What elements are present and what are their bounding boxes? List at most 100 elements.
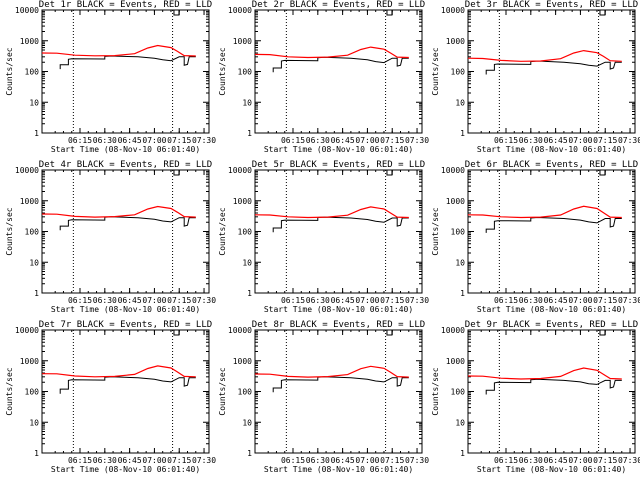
x-tick-label: 07:30 — [192, 296, 216, 305]
x-tick-label: 07:15 — [380, 136, 404, 145]
panel-title: Det 1r BLACK = Events, RED = LLD — [39, 0, 212, 10]
y-tick-label: 1 — [460, 129, 465, 138]
x-tick-label: 06:45 — [118, 296, 142, 305]
x-tick-label: 07:00 — [355, 136, 379, 145]
y-axis-label: Counts/sec — [5, 47, 14, 95]
x-axis-label: Start Time (08-Nov-10 06:01:40) — [477, 465, 626, 474]
x-tick-label: 07:30 — [405, 296, 429, 305]
y-tick-label: 10 — [29, 258, 39, 267]
x-tick-label: 06:15 — [494, 456, 518, 465]
y-tick-label: 1 — [34, 449, 39, 458]
x-tick-label: 07:00 — [568, 136, 592, 145]
x-tick-label: 06:45 — [118, 136, 142, 145]
y-tick-label: 10000 — [15, 166, 39, 175]
y-tick-label: 1 — [247, 129, 252, 138]
x-tick-label: 06:30 — [519, 456, 543, 465]
interval-bracket — [599, 170, 606, 176]
x-tick-label: 07:15 — [167, 136, 191, 145]
x-tick-label: 07:30 — [405, 456, 429, 465]
x-tick-label: 06:15 — [494, 136, 518, 145]
y-tick-label: 1000 — [446, 197, 465, 206]
x-tick-label: 07:30 — [618, 136, 640, 145]
plot-frame — [41, 329, 210, 454]
x-tick-label: 07:15 — [593, 456, 617, 465]
y-axis-label: Counts/sec — [218, 207, 227, 255]
y-tick-label: 1000 — [233, 37, 252, 46]
x-tick-label: 07:00 — [355, 296, 379, 305]
x-tick-label: 07:15 — [167, 296, 191, 305]
x-tick-label: 06:45 — [331, 136, 355, 145]
y-tick-label: 1 — [34, 129, 39, 138]
series-lld-line — [254, 206, 409, 219]
x-axis-label: Start Time (08-Nov-10 06:01:40) — [477, 145, 626, 154]
y-axis-label: Counts/sec — [431, 47, 440, 95]
panel-1: Det 1r BLACK = Events, RED = LLD 1 10 100 10… — [5, 0, 216, 154]
y-tick-label: 10000 — [441, 166, 465, 175]
plot-frame — [41, 169, 210, 294]
y-tick-label: 100 — [238, 388, 253, 397]
x-tick-label: 06:15 — [281, 296, 305, 305]
interval-bracket — [386, 330, 393, 336]
x-tick-label: 07:30 — [618, 296, 640, 305]
x-tick-label: 06:45 — [331, 456, 355, 465]
panel-4: Det 4r BLACK = Events, RED = LLD 1 10 100 10… — [5, 160, 216, 314]
series-events-line — [59, 376, 196, 394]
x-axis-label: Start Time (08-Nov-10 06:01:40) — [51, 305, 200, 314]
panel-title: Det 7r BLACK = Events, RED = LLD — [39, 320, 212, 330]
interval-bracket — [599, 10, 606, 16]
x-tick-label: 06:45 — [544, 296, 568, 305]
plot-frame — [254, 329, 423, 454]
x-tick-label: 06:15 — [68, 136, 92, 145]
series-events-line — [485, 378, 622, 395]
x-tick-label: 07:00 — [568, 456, 592, 465]
panel-title: Det 4r BLACK = Events, RED = LLD — [39, 160, 212, 170]
panel-title: Det 8r BLACK = Events, RED = LLD — [252, 320, 425, 330]
y-axis-label: Counts/sec — [431, 207, 440, 255]
x-tick-label: 06:30 — [306, 136, 330, 145]
panel-5: Det 5r BLACK = Events, RED = LLD 1 10 100 10… — [218, 160, 429, 314]
y-axis-label: Counts/sec — [5, 207, 14, 255]
y-tick-label: 100 — [451, 388, 466, 397]
x-tick-label: 06:45 — [118, 456, 142, 465]
y-tick-label: 1000 — [233, 197, 252, 206]
y-tick-label: 1 — [460, 449, 465, 458]
y-tick-label: 10 — [455, 258, 465, 267]
x-axis-label: Start Time (08-Nov-10 06:01:40) — [477, 305, 626, 314]
y-tick-label: 100 — [25, 68, 40, 77]
plot-frame — [467, 9, 636, 134]
y-tick-label: 1000 — [233, 357, 252, 366]
y-tick-label: 100 — [238, 68, 253, 77]
y-axis-label: Counts/sec — [5, 367, 14, 415]
panel-title: Det 2r BLACK = Events, RED = LLD — [252, 0, 425, 10]
y-axis-label: Counts/sec — [218, 367, 227, 415]
x-axis-label: Start Time (08-Nov-10 06:01:40) — [264, 305, 413, 314]
series-lld-line — [467, 205, 622, 219]
series-events-line — [59, 216, 196, 231]
y-axis-label: Counts/sec — [431, 367, 440, 415]
x-tick-label: 06:30 — [93, 136, 117, 145]
x-tick-label: 06:45 — [331, 296, 355, 305]
y-tick-label: 1000 — [446, 357, 465, 366]
series-lld-line — [254, 365, 409, 378]
interval-bracket — [173, 10, 180, 16]
x-tick-label: 06:45 — [544, 456, 568, 465]
series-lld-line — [254, 46, 409, 59]
x-axis-label: Start Time (08-Nov-10 06:01:40) — [51, 145, 200, 154]
series-lld-line — [41, 44, 196, 57]
y-tick-label: 1000 — [20, 357, 39, 366]
y-tick-label: 10000 — [441, 6, 465, 15]
x-tick-label: 07:00 — [142, 456, 166, 465]
y-tick-label: 1 — [247, 449, 252, 458]
plot-frame — [467, 169, 636, 294]
x-tick-label: 07:00 — [568, 296, 592, 305]
panel-title: Det 5r BLACK = Events, RED = LLD — [252, 160, 425, 170]
x-tick-label: 07:15 — [593, 136, 617, 145]
x-tick-label: 06:15 — [281, 456, 305, 465]
panel-title: Det 9r BLACK = Events, RED = LLD — [465, 320, 638, 330]
y-tick-label: 100 — [238, 228, 253, 237]
series-events-line — [59, 55, 196, 70]
y-tick-label: 1 — [460, 289, 465, 298]
x-tick-label: 06:30 — [93, 296, 117, 305]
x-tick-label: 06:15 — [494, 296, 518, 305]
